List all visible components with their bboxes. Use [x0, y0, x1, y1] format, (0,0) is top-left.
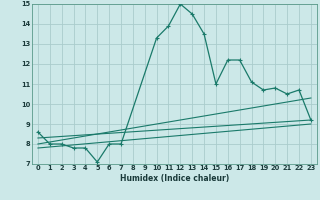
X-axis label: Humidex (Indice chaleur): Humidex (Indice chaleur): [120, 174, 229, 183]
